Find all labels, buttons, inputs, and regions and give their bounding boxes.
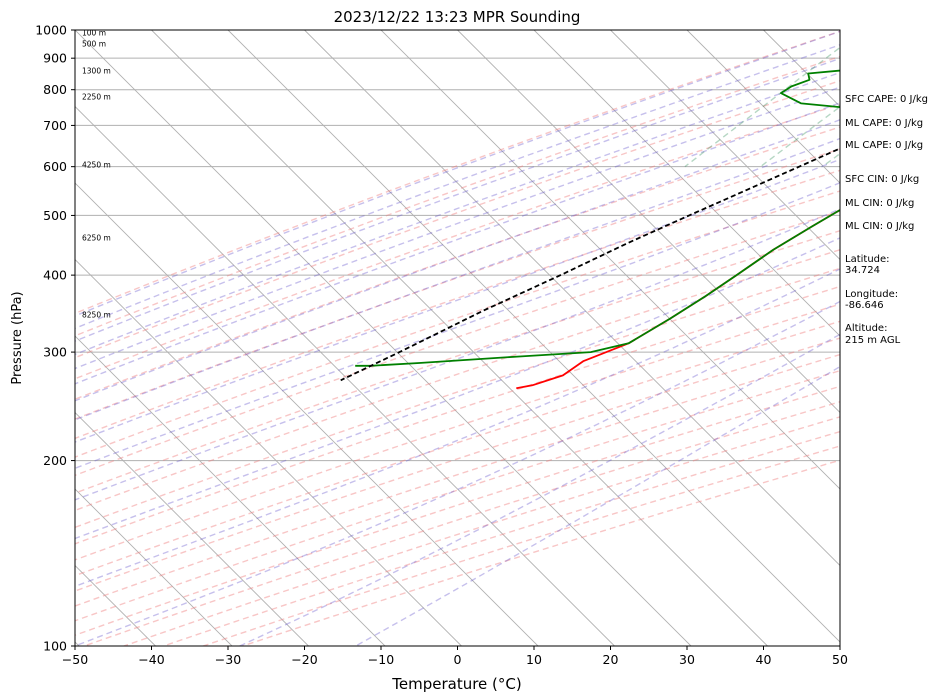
dry-adiabat-line [75, 126, 840, 400]
height-label: 4250 m [82, 160, 111, 169]
series-line-1 [355, 69, 840, 367]
isotherm-line [380, 30, 840, 490]
isotherm-line [75, 105, 615, 646]
y-tick-label: 600 [43, 159, 67, 174]
x-axis: −50 −40 −30 −20 −10 0 10 20 30 40 50 [62, 646, 848, 667]
mixing-ratio-line [760, 105, 840, 168]
dry-adiabat-line [75, 249, 840, 512]
moist-adiabat-line [75, 182, 840, 470]
x-tick-label: 0 [454, 652, 462, 667]
x-axis-label: Temperature (°C) [391, 675, 521, 693]
height-label: 1300 m [82, 66, 111, 75]
isotherm-line [151, 30, 768, 646]
moist-adiabat-line [75, 44, 840, 330]
height-label: 8250 m [82, 311, 111, 320]
x-tick-label: −50 [62, 652, 88, 667]
y-tick-label: 500 [43, 208, 67, 223]
chart-title: 2023/12/22 13:23 MPR Sounding [334, 8, 581, 26]
stat-line: Latitude: [845, 254, 890, 265]
isotherm-line [75, 30, 692, 646]
stats-panel: SFC CAPE: 0 J/kg ML CAPE: 0 J/kg ML CAPE: … [845, 94, 928, 346]
y-axis-label: Pressure (hPa) [10, 291, 25, 384]
dry-adiabat-line [75, 30, 840, 315]
y-tick-label: 300 [43, 345, 67, 360]
isotherm-line [533, 30, 840, 337]
y-tick-label: 400 [43, 268, 67, 283]
isotherm-line [75, 335, 386, 646]
x-tick-label: 30 [679, 652, 695, 667]
isotherm-line [75, 488, 233, 646]
height-label: 100 m [82, 29, 106, 38]
dry-adiabat-line [75, 79, 840, 359]
y-tick-label: 700 [43, 118, 67, 133]
dry-adiabat-line [75, 369, 840, 622]
dry-adiabat-line [75, 55, 840, 337]
isotherm-line [457, 30, 840, 414]
x-tick-label: −40 [138, 652, 164, 667]
isotherm-line [75, 182, 539, 646]
isotherm-line [610, 30, 840, 261]
dry-adiabat-line [75, 320, 840, 577]
moist-adiabat-line [75, 137, 840, 421]
x-tick-label: −30 [215, 652, 241, 667]
height-label: 500 m [82, 40, 106, 49]
dry-adiabat-line [75, 230, 840, 494]
moist-adiabat-line [75, 102, 840, 385]
dry-adiabat-line [75, 103, 840, 380]
height-label: 2250 m [82, 92, 111, 101]
x-tick-label: 40 [756, 652, 772, 667]
y-tick-label: 800 [43, 82, 67, 97]
x-tick-label: −20 [291, 652, 317, 667]
stat-line: 34.724 [845, 265, 880, 276]
dry-adiabat-line [75, 190, 840, 458]
mixing-ratio-line [684, 46, 840, 168]
stat-line: ML CAPE: 0 J/kg [845, 140, 923, 151]
height-label: 6250 m [82, 234, 111, 243]
x-tick-label: 10 [526, 652, 542, 667]
plot-area [75, 30, 840, 646]
stat-line: Altitude: [845, 323, 887, 334]
dry-adiabat-line [75, 148, 840, 420]
stat-line: ML CIN: 0 J/kg [845, 221, 914, 232]
stat-line: SFC CIN: 0 J/kg [845, 174, 919, 185]
isotherm-line [686, 30, 840, 184]
stat-line: ML CIN: 0 J/kg [845, 198, 914, 209]
dry-adiabat-line [75, 285, 840, 545]
moist-adiabat-line [75, 158, 840, 443]
isotherm-line [75, 258, 462, 646]
stat-line: SFC CAPE: 0 J/kg [845, 94, 928, 105]
stat-line: -86.646 [845, 300, 884, 311]
moist-adiabat-line [75, 30, 840, 317]
stat-line: Longitude: [845, 289, 898, 300]
stat-line: 215 m AGL [845, 335, 901, 346]
isotherm-line [75, 411, 309, 646]
series-line-2 [340, 147, 840, 382]
x-tick-label: 50 [832, 652, 848, 667]
y-axis: 1000 900 800 700 600 500 400 300 200 100 [35, 23, 75, 654]
y-tick-label: 100 [43, 639, 67, 654]
isotherm-line [227, 30, 840, 643]
height-labels: 100 m 500 m 1300 m 2250 m 4250 m 6250 m 8250 m [82, 29, 111, 320]
x-tick-label: −10 [368, 652, 394, 667]
isotherm-line [304, 30, 840, 567]
dry-adiabat-line [75, 337, 840, 592]
y-tick-label: 200 [43, 453, 67, 468]
x-tick-label: 20 [603, 652, 619, 667]
y-tick-label: 900 [43, 51, 67, 66]
y-tick-label: 1000 [35, 23, 67, 38]
stat-line: ML CAPE: 0 J/kg [845, 118, 923, 129]
